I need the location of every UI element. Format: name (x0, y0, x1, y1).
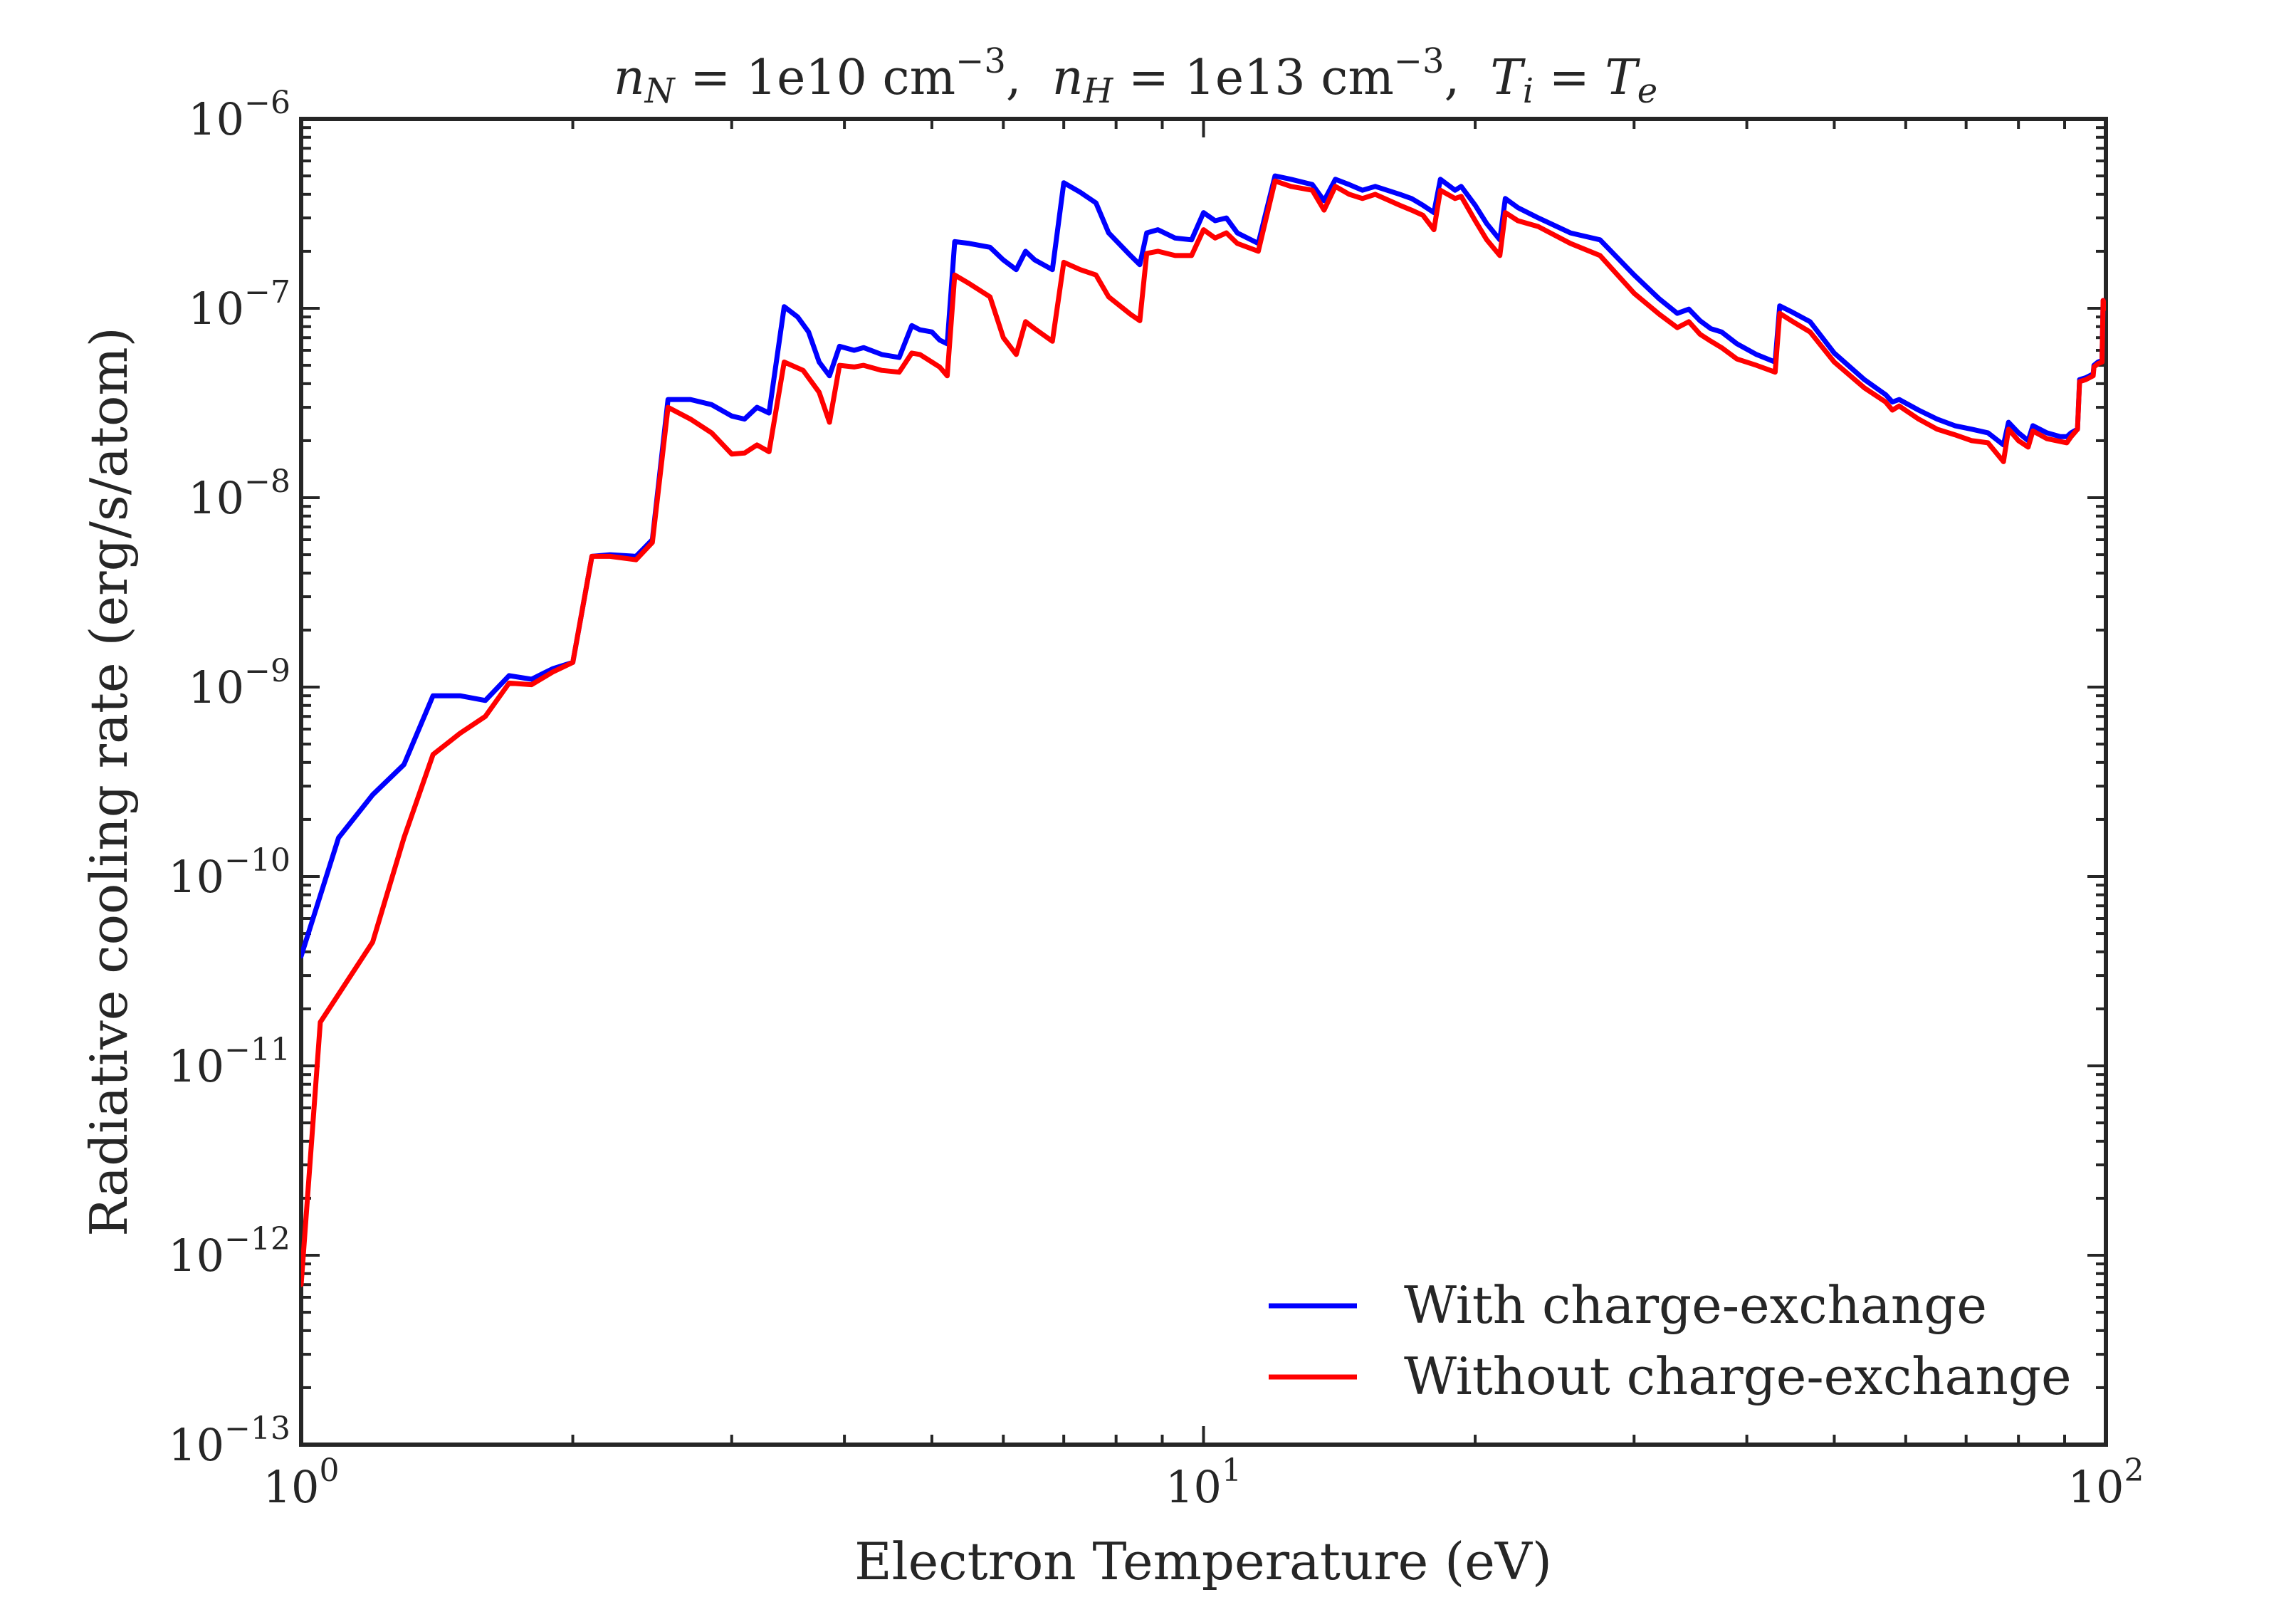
title-nN: n (614, 50, 645, 106)
title-nH-exp: −3 (1394, 41, 1445, 81)
y-tick-label: 10−7 (188, 274, 290, 335)
title-nH: n (1052, 50, 1084, 106)
title-Te: T (1605, 50, 1640, 106)
x-axis-label: Electron Temperature (eV) (854, 1532, 1552, 1591)
series-line-with-cx (301, 173, 2106, 959)
x-tick-label: 100 (263, 1452, 340, 1513)
title-Ti-sub: i (1523, 71, 1534, 111)
title-Te-sub: e (1637, 71, 1657, 111)
x-tick-label: 102 (2068, 1452, 2144, 1513)
chart-title: nN = 1e10 cm−3, nH = 1e13 cm−3, Ti = Te (614, 41, 1657, 111)
series-line-without-cx (301, 178, 2106, 1287)
series-lines (301, 173, 2106, 1287)
legend: With charge-exchange Without charge-exch… (1269, 1275, 2072, 1406)
axis-tick-labels: 100 101 102 10−13 10−12 10−11 10−10 10−9 10−8 10−… (168, 85, 2144, 1513)
y-tick-label: 10−8 (188, 464, 290, 524)
plot-area (299, 117, 2108, 1447)
y-tick-label: 10−13 (168, 1410, 290, 1471)
axis-ticks (300, 119, 2106, 1446)
title-nN-eq: = 1e10 cm (675, 50, 955, 106)
y-tick-label: 10−12 (168, 1221, 290, 1282)
title-Ti: T (1490, 50, 1526, 106)
title-nN-exp: −3 (955, 41, 1006, 81)
y-tick-label: 10−10 (168, 842, 290, 903)
x-tick-label: 101 (1165, 1452, 1242, 1513)
legend-label-without-cx: Without charge-exchange (1404, 1346, 2072, 1406)
legend-label-with-cx: With charge-exchange (1404, 1275, 1987, 1335)
y-tick-label: 10−9 (188, 653, 290, 713)
y-axis-label: Radiative cooling rate (erg/s/atom) (79, 327, 139, 1236)
y-tick-label: 10−11 (168, 1032, 290, 1092)
y-tick-label: 10−6 (188, 85, 290, 145)
title-nH-eq: = 1e13 cm (1113, 50, 1393, 106)
title-nH-sub: H (1083, 71, 1114, 111)
title-eq: = (1534, 50, 1605, 106)
title-nN-sub: N (644, 71, 676, 111)
